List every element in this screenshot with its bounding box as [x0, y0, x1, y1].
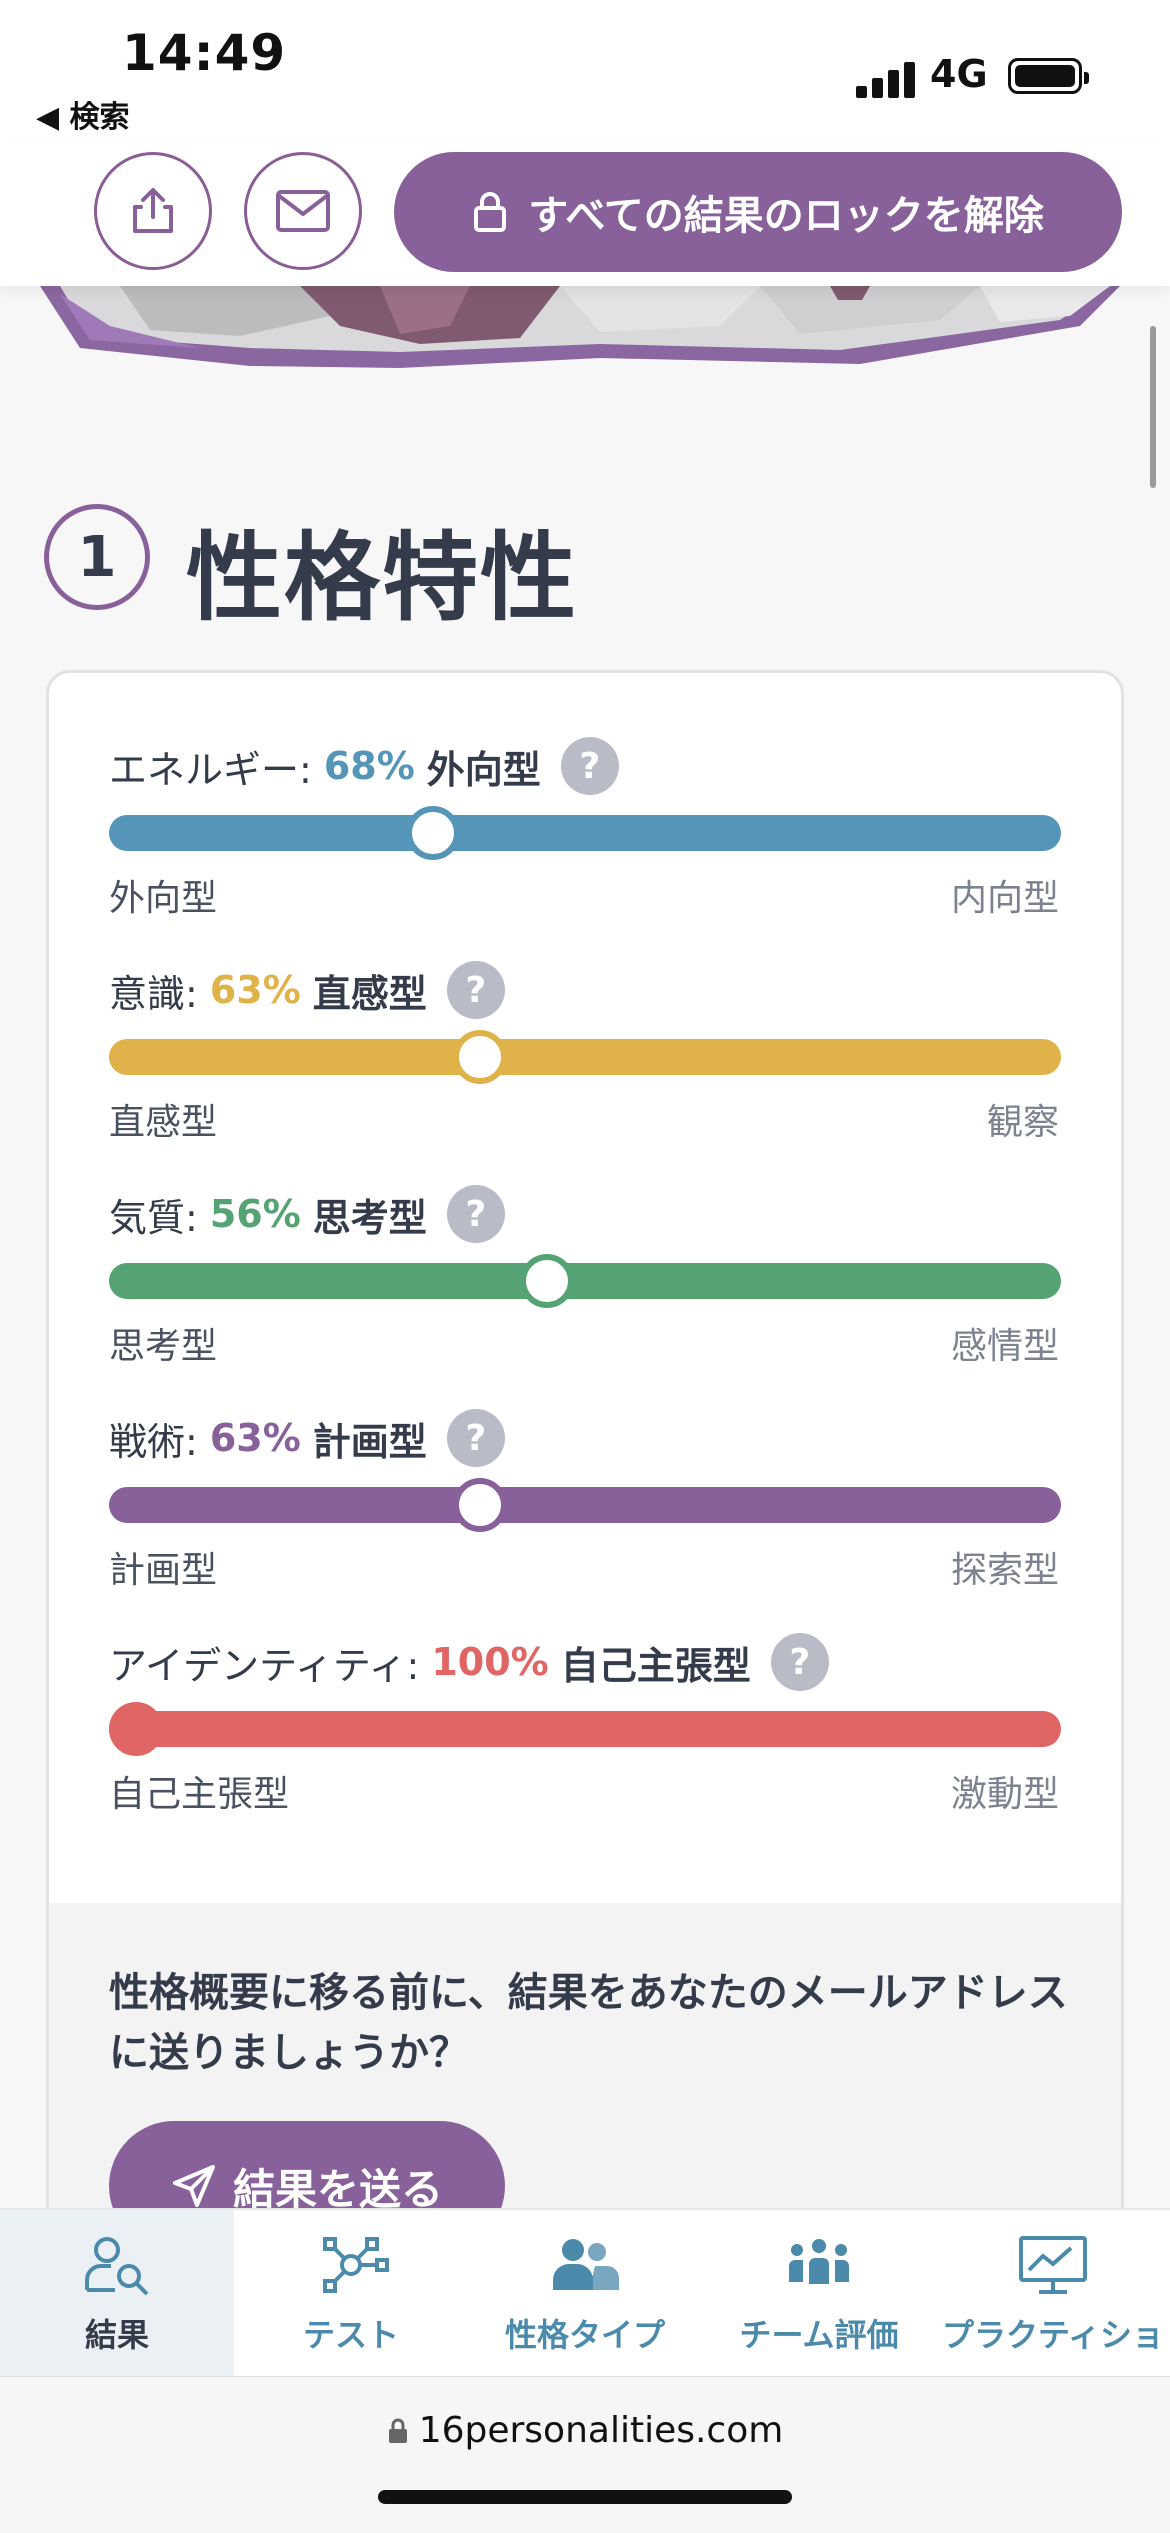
trait-type: 計画型	[312, 1419, 427, 1464]
trait-title-identity: アイデンティティ: 100% 自己主張型 ?	[109, 1633, 829, 1691]
page-scrollbar[interactable]	[1150, 326, 1156, 488]
trait-title-nature: 気質: 56% 思考型 ?	[109, 1185, 505, 1243]
email-prompt-text: 性格概要に移る前に、結果をあなたのメールアドレスに送りましょうか？	[109, 1970, 1068, 2076]
trait-slider-knob	[109, 1702, 163, 1756]
bottom-navigation: 結果 テスト 性格タイプ チーム評価	[0, 2208, 1170, 2378]
trait-bar-identity	[109, 1702, 1061, 1756]
traits-card: エネルギー: 68% 外向型 ? 外向型 内向型 意識: 63% 直感型 ? 直…	[46, 670, 1124, 2370]
trait-right-label: 内向型	[950, 878, 1059, 919]
trait-right-label: 探索型	[950, 1550, 1059, 1591]
trait-percent: 100%	[431, 1640, 549, 1684]
url-text: 16personalities.com	[418, 2410, 784, 2451]
trait-right-label: 激動型	[950, 1774, 1059, 1815]
envelope-icon	[276, 190, 330, 232]
hero-illustration	[0, 286, 1170, 386]
nav-label: 性格タイプ	[504, 2316, 665, 2354]
trait-type: 外向型	[426, 747, 541, 792]
help-icon[interactable]: ?	[770, 1633, 829, 1691]
nav-label: チーム評価	[739, 2316, 899, 2354]
practitioner-icon	[1019, 2236, 1087, 2294]
trait-bar-tactics	[109, 1478, 1061, 1532]
personality-types-icon	[553, 2239, 619, 2290]
status-time: 14:49	[122, 24, 287, 82]
trait-slider-knob	[519, 1254, 574, 1308]
lock-icon	[474, 192, 507, 232]
help-icon[interactable]: ?	[446, 961, 505, 1019]
trait-right-label: 観察	[986, 1102, 1059, 1143]
trait-type: 思考型	[312, 1195, 427, 1240]
trait-bar-energy	[109, 806, 1061, 860]
trait-slider-knob	[453, 1478, 508, 1532]
trait-title-energy: エネルギー: 68% 外向型 ?	[109, 737, 619, 795]
browser-url-bar	[0, 2376, 1170, 2533]
trait-bar-nature	[109, 1254, 1061, 1308]
nav-label: 結果	[84, 2316, 149, 2354]
battery-icon	[1008, 58, 1089, 94]
team-icon	[789, 2239, 849, 2284]
home-indicator[interactable]	[378, 2490, 792, 2504]
help-icon[interactable]: ?	[560, 737, 619, 795]
section-number-badge: 1	[44, 504, 150, 610]
back-to-search-link[interactable]: ◀ 検索	[36, 100, 130, 135]
unlock-label: すべての結果のロックを解除	[528, 193, 1044, 239]
network-type: 4G	[930, 52, 988, 96]
send-results-label: 結果を送る	[232, 2164, 443, 2214]
status-bar	[0, 0, 1170, 140]
trait-percent: 68%	[323, 744, 415, 788]
results-icon	[85, 2237, 149, 2296]
share-icon	[133, 188, 173, 233]
trait-slider-knob	[453, 1030, 508, 1084]
nav-personality-types[interactable]: 性格タイプ	[468, 2210, 702, 2378]
trait-slider-knob	[405, 806, 460, 860]
nav-label: プラクティショ	[941, 2316, 1165, 2354]
nav-team-assessment[interactable]: チーム評価	[702, 2210, 936, 2378]
lock-icon	[388, 2418, 407, 2443]
trait-title-tactics: 戦術: 63% 計画型 ?	[109, 1409, 505, 1467]
trait-title-mind: 意識: 63% 直感型 ?	[109, 961, 505, 1019]
test-icon	[323, 2237, 389, 2293]
unlock-all-results-button[interactable]: すべての結果のロックを解除	[394, 152, 1122, 272]
help-icon[interactable]: ?	[446, 1185, 505, 1243]
url-display[interactable]: 16personalities.com	[0, 2410, 1170, 2451]
trait-left-label: 自己主張型	[109, 1774, 290, 1815]
nav-label: テスト	[302, 2316, 399, 2354]
cellular-signal-icon	[856, 58, 918, 98]
share-button[interactable]	[94, 152, 212, 270]
trait-percent: 56%	[209, 1192, 301, 1236]
nav-practitioners[interactable]: プラクティショ	[936, 2210, 1170, 2378]
trait-bar-mind	[109, 1030, 1061, 1084]
trait-left-label: 外向型	[109, 878, 218, 919]
trait-left-label: 思考型	[109, 1326, 218, 1367]
trait-left-label: 直感型	[109, 1102, 218, 1143]
trait-left-label: 計画型	[109, 1550, 218, 1591]
trait-type: 自己主張型	[560, 1643, 751, 1688]
section-title: 性格特性	[186, 522, 578, 634]
trait-percent: 63%	[209, 968, 301, 1012]
trait-right-label: 感情型	[950, 1326, 1059, 1367]
email-button[interactable]	[244, 152, 362, 270]
nav-test[interactable]: テスト	[234, 2210, 468, 2378]
paper-plane-icon	[172, 2165, 215, 2207]
nav-results[interactable]: 結果	[0, 2210, 234, 2378]
trait-type: 直感型	[312, 971, 427, 1016]
help-icon[interactable]: ?	[446, 1409, 505, 1467]
trait-percent: 63%	[209, 1416, 301, 1460]
